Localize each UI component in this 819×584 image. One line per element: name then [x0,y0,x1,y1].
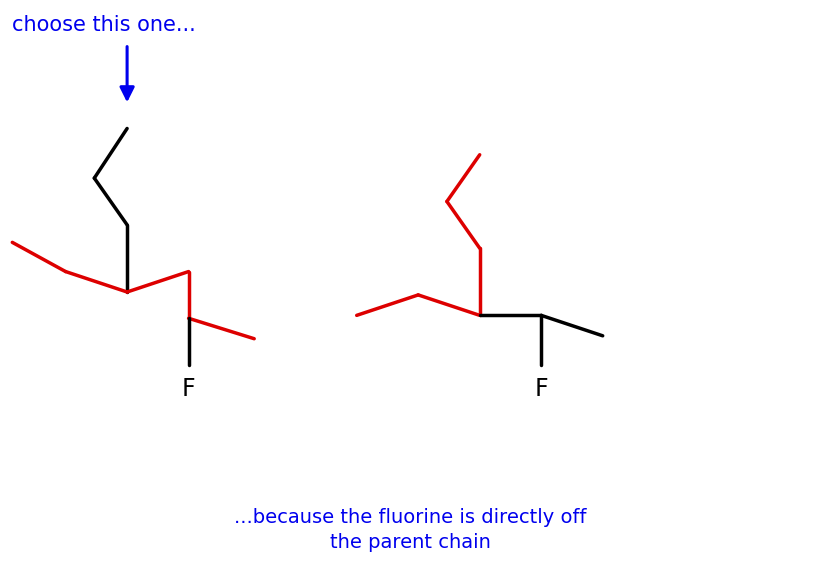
Text: choose this one...: choose this one... [12,15,196,34]
Text: F: F [534,377,547,401]
Text: F: F [182,377,195,401]
Text: ...because the fluorine is directly off
the parent chain: ...because the fluorine is directly off … [233,508,586,552]
